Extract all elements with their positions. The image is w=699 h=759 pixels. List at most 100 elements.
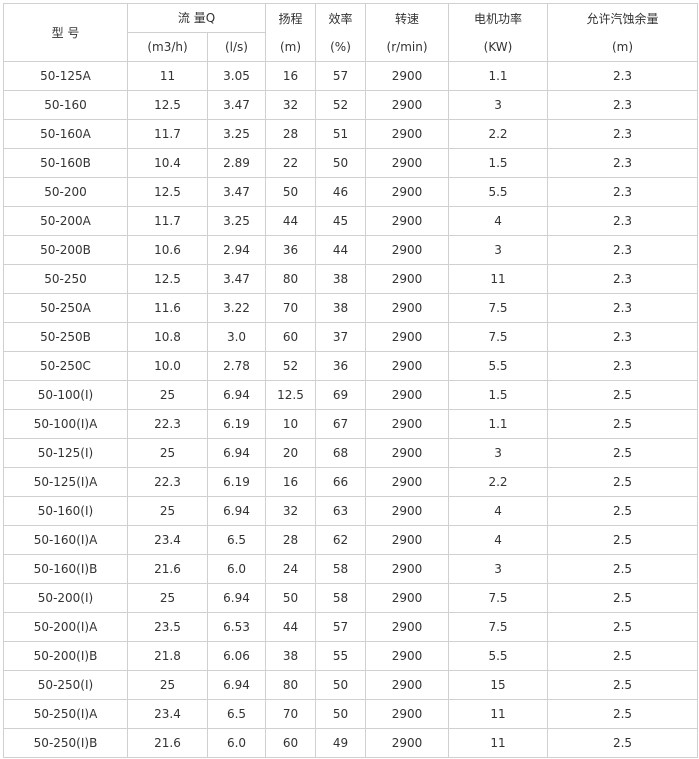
cell-flow-ls: 6.0 — [206, 554, 267, 584]
cell-speed: 2900 — [365, 293, 450, 323]
cell-speed: 2900 — [365, 380, 450, 410]
cell-speed: 2900 — [365, 177, 450, 207]
cell-flow-m3h: 10.4 — [127, 148, 208, 178]
cell-head: 16 — [265, 467, 317, 497]
cell-npsh: 2.3 — [547, 177, 699, 207]
cell-speed: 2900 — [365, 525, 450, 555]
table-row: 50-250(I) 25 6.94 80 50 2900 15 2.5 — [3, 670, 699, 700]
cell-flow-ls: 6.94 — [206, 583, 267, 613]
cell-power: 2.2 — [448, 467, 549, 497]
cell-model: 50-200B — [3, 235, 128, 265]
cell-flow-m3h: 11.6 — [127, 293, 208, 323]
cell-head: 12.5 — [265, 380, 317, 410]
cell-speed: 2900 — [365, 264, 450, 294]
header-power-label: 电机功率 — [474, 11, 523, 26]
cell-speed: 2900 — [365, 90, 450, 120]
cell-model: 50-100(I) — [3, 380, 128, 410]
cell-speed: 2900 — [365, 351, 450, 381]
cell-power: 15 — [448, 670, 549, 700]
header-flow-m3h: (m3/h) — [127, 32, 208, 62]
cell-npsh: 2.5 — [547, 438, 699, 468]
cell-head: 36 — [265, 235, 317, 265]
cell-efficiency: 38 — [315, 264, 367, 294]
cell-flow-m3h: 11 — [127, 61, 208, 91]
cell-model: 50-250(I) — [3, 670, 128, 700]
cell-flow-ls: 3.47 — [206, 264, 267, 294]
header-npsh-unit: (m) — [611, 39, 634, 54]
cell-efficiency: 37 — [315, 322, 367, 352]
cell-model: 50-160(I) — [3, 496, 128, 526]
cell-efficiency: 62 — [315, 525, 367, 555]
table-row: 50-200A 11.7 3.25 44 45 2900 4 2.3 — [3, 206, 699, 236]
cell-npsh: 2.3 — [547, 293, 699, 323]
cell-model: 50-200(I) — [3, 583, 128, 613]
cell-power: 11 — [448, 699, 549, 729]
cell-head: 60 — [265, 322, 317, 352]
table-row: 50-200 12.5 3.47 50 46 2900 5.5 2.3 — [3, 177, 699, 207]
cell-npsh: 2.3 — [547, 264, 699, 294]
cell-npsh: 2.5 — [547, 641, 699, 671]
cell-power: 5.5 — [448, 641, 549, 671]
table-row: 50-100(I) 25 6.94 12.5 69 2900 1.5 2.5 — [3, 380, 699, 410]
cell-efficiency: 58 — [315, 554, 367, 584]
table-row: 50-250(I)A 23.4 6.5 70 50 2900 11 2.5 — [3, 699, 699, 729]
cell-power: 4 — [448, 206, 549, 236]
cell-flow-m3h: 22.3 — [127, 409, 208, 439]
cell-head: 50 — [265, 583, 317, 613]
cell-flow-ls: 6.0 — [206, 728, 267, 758]
cell-flow-m3h: 25 — [127, 496, 208, 526]
cell-head: 60 — [265, 728, 317, 758]
cell-power: 1.1 — [448, 61, 549, 91]
cell-efficiency: 66 — [315, 467, 367, 497]
cell-power: 3 — [448, 438, 549, 468]
cell-flow-ls: 3.47 — [206, 90, 267, 120]
cell-efficiency: 49 — [315, 728, 367, 758]
cell-head: 50 — [265, 177, 317, 207]
cell-model: 50-160(I)B — [3, 554, 128, 584]
cell-power: 11 — [448, 264, 549, 294]
cell-efficiency: 58 — [315, 583, 367, 613]
cell-speed: 2900 — [365, 235, 450, 265]
cell-flow-ls: 6.5 — [206, 525, 267, 555]
cell-speed: 2900 — [365, 206, 450, 236]
cell-npsh: 2.3 — [547, 351, 699, 381]
table-row: 50-250(I)B 21.6 6.0 60 49 2900 11 2.5 — [3, 728, 699, 758]
cell-head: 16 — [265, 61, 317, 91]
cell-flow-m3h: 23.5 — [127, 612, 208, 642]
cell-npsh: 2.3 — [547, 119, 699, 149]
table-row: 50-160(I)A 23.4 6.5 28 62 2900 4 2.5 — [3, 525, 699, 555]
cell-flow-ls: 3.25 — [206, 206, 267, 236]
cell-speed: 2900 — [365, 119, 450, 149]
cell-model: 50-160(I)A — [3, 525, 128, 555]
cell-npsh: 2.5 — [547, 699, 699, 729]
cell-npsh: 2.5 — [547, 583, 699, 613]
cell-model: 50-200A — [3, 206, 128, 236]
table-row: 50-200(I)B 21.8 6.06 38 55 2900 5.5 2.5 — [3, 641, 699, 671]
table-row: 50-160(I)B 21.6 6.0 24 58 2900 3 2.5 — [3, 554, 699, 584]
cell-flow-m3h: 21.6 — [127, 728, 208, 758]
cell-speed: 2900 — [365, 699, 450, 729]
cell-model: 50-250A — [3, 293, 128, 323]
header-efficiency: 效率 (%) — [315, 3, 367, 62]
cell-flow-m3h: 11.7 — [127, 206, 208, 236]
cell-flow-m3h: 25 — [127, 583, 208, 613]
cell-speed: 2900 — [365, 148, 450, 178]
cell-efficiency: 63 — [315, 496, 367, 526]
header-speed: 转速 (r/min) — [365, 3, 450, 62]
header-power-unit: (KW) — [483, 39, 513, 54]
cell-npsh: 2.5 — [547, 467, 699, 497]
cell-model: 50-160A — [3, 119, 128, 149]
cell-head: 80 — [265, 264, 317, 294]
cell-efficiency: 51 — [315, 119, 367, 149]
cell-flow-m3h: 21.6 — [127, 554, 208, 584]
cell-flow-m3h: 10.8 — [127, 322, 208, 352]
cell-head: 80 — [265, 670, 317, 700]
cell-power: 7.5 — [448, 612, 549, 642]
cell-efficiency: 50 — [315, 699, 367, 729]
cell-model: 50-200(I)B — [3, 641, 128, 671]
header-efficiency-unit: (%) — [330, 39, 351, 54]
cell-npsh: 2.3 — [547, 148, 699, 178]
table-row: 50-200(I)A 23.5 6.53 44 57 2900 7.5 2.5 — [3, 612, 699, 642]
cell-efficiency: 57 — [315, 612, 367, 642]
cell-speed: 2900 — [365, 728, 450, 758]
